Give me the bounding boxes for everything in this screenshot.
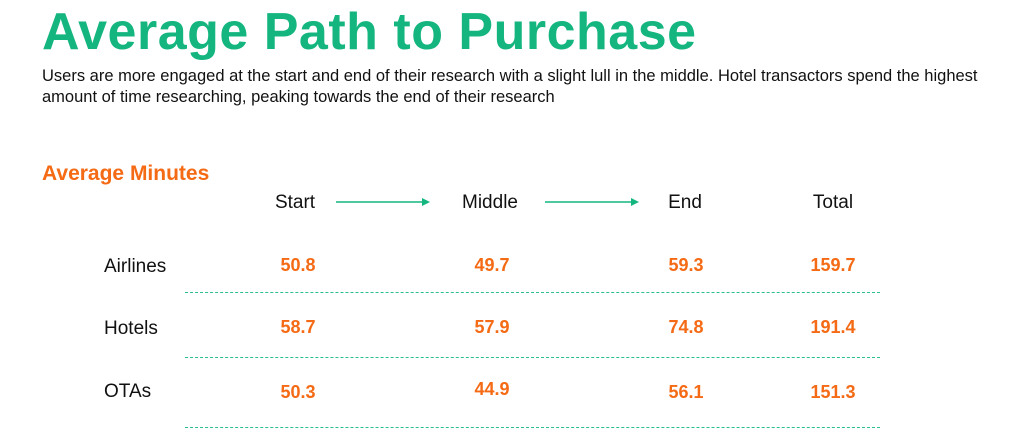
row-label-hotels: Hotels <box>104 318 158 339</box>
column-header-end: End <box>668 192 702 213</box>
page-title: Average Path to Purchase <box>42 3 697 61</box>
cell-end: 56.1 <box>668 382 704 402</box>
cell-middle: 49.7 <box>474 255 510 275</box>
cell-middle: 57.9 <box>474 317 510 337</box>
cell-end: 74.8 <box>668 317 704 337</box>
row-divider <box>185 427 880 428</box>
cell-total: 191.4 <box>810 317 856 337</box>
cell-start: 50.3 <box>280 382 316 402</box>
row-divider <box>185 357 880 358</box>
row-label-airlines: Airlines <box>104 256 167 277</box>
cell-middle: 44.9 <box>474 379 510 399</box>
section-label: Average Minutes <box>42 162 210 185</box>
cell-start: 58.7 <box>280 317 316 337</box>
column-header-start: Start <box>274 192 316 213</box>
row-divider <box>185 292 880 293</box>
arrow-right-icon <box>336 198 430 206</box>
column-header-middle: Middle <box>462 192 518 213</box>
cell-end: 59.3 <box>668 255 704 275</box>
arrow-right-icon <box>545 198 639 206</box>
cell-start: 50.8 <box>280 255 316 275</box>
cell-total: 159.7 <box>810 255 856 275</box>
page-subtitle: Users are more engaged at the start and … <box>42 67 978 106</box>
column-header-total: Total <box>812 192 854 213</box>
cell-total: 151.3 <box>810 382 856 402</box>
row-label-otas: OTAs <box>104 381 152 402</box>
